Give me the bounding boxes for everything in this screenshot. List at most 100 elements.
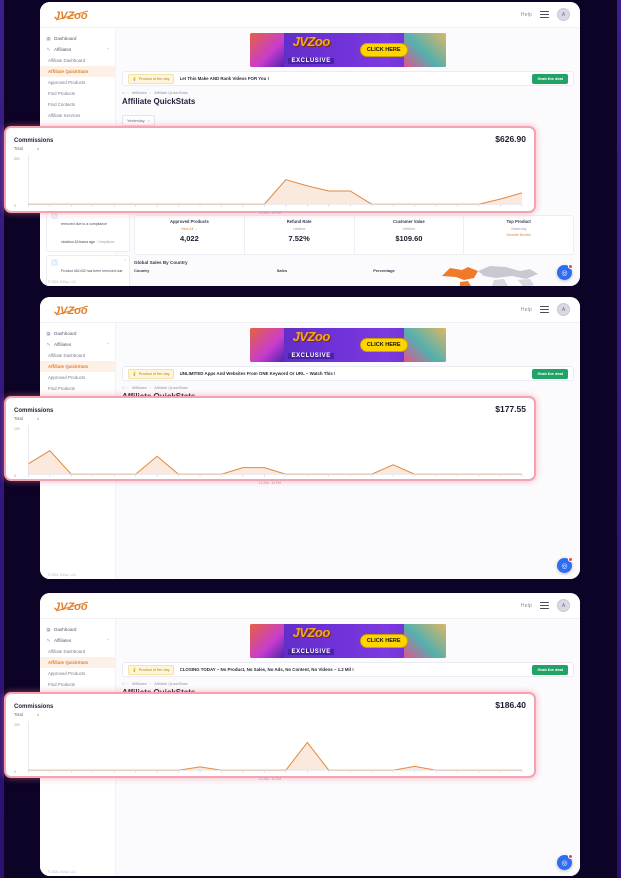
sidebar-item-approved-products[interactable]: Approved Products (48, 671, 86, 676)
grab-the-deal-button[interactable]: Grab the deal (532, 73, 568, 84)
home-icon[interactable]: ⌂ (122, 90, 125, 95)
close-icon[interactable]: × (123, 258, 126, 262)
breadcrumb-sep: › (149, 385, 152, 390)
help-link[interactable]: Help (520, 602, 532, 609)
avatar[interactable]: A (557, 8, 570, 21)
y-axis-bottom-label: 0 (14, 770, 16, 775)
breadcrumb-affiliates[interactable]: Affiliates (131, 681, 147, 686)
lightbulb-icon: 💡 (132, 372, 137, 376)
ad-logo-text: JVZoo (292, 328, 331, 344)
commissions-header: Commissions $186.40 (14, 700, 526, 710)
promo-strip: 💡 Product of the day UNLIMITED Apps And … (122, 366, 574, 381)
ad-banner-wrap: JVZoo EXCLUSIVE CLICK HERE (122, 624, 574, 658)
ad-banner[interactable]: JVZoo EXCLUSIVE CLICK HERE (250, 33, 446, 67)
sidebar-item-approved-products[interactable]: Approved Products (48, 375, 86, 380)
sidebar-item-affiliates[interactable]: ✎ Affiliates ⌃ (40, 339, 115, 350)
sidebar-item-affiliates[interactable]: ✎ Affiliates ⌃ (40, 635, 115, 646)
chart-plot[interactable] (14, 153, 526, 210)
chart-plot[interactable] (14, 719, 526, 776)
home-icon[interactable]: ⌂ (122, 681, 125, 686)
breadcrumb-quickstats: Affiliate QuickStats (154, 385, 188, 390)
home-icon[interactable]: ⌂ (122, 385, 125, 390)
x-axis-label: 12 AM - 11 PM (258, 777, 282, 782)
hamburger-icon[interactable] (540, 11, 549, 18)
help-link[interactable]: Help (520, 306, 532, 313)
sidebar-item-find-products[interactable]: Find Products (48, 386, 76, 391)
sidebar-item-find-products[interactable]: Find Products (48, 682, 76, 687)
sidebar-item-affiliate-quickstats[interactable]: Affiliate QuickStats (40, 657, 115, 668)
jvzoo-logo[interactable]: JVZoo (40, 303, 116, 317)
notification-item[interactable]: 📄 removed due to a compliance violation.1… (46, 208, 130, 252)
commissions-legend: Total ● (14, 712, 526, 717)
jvzoo-logo[interactable]: JVZoo (40, 599, 116, 613)
lightbulb-icon: 💡 (132, 77, 137, 81)
footer-note: © 2024 JVZoo, LLC (48, 280, 77, 284)
stat-label: Refund Rate (286, 219, 312, 224)
ad-cta-button[interactable]: CLICK HERE (359, 43, 408, 57)
sidebar-item-affiliate-dashboard[interactable]: Affiliate Dashboard (48, 649, 86, 654)
legend-label: Total (14, 146, 23, 151)
table-header: Country Sales Percentage (134, 268, 434, 273)
chat-fab-button[interactable]: ◎ (557, 557, 573, 573)
promo-tag-label: Product of the day (138, 667, 170, 672)
sidebar-item-affiliate-dashboard[interactable]: Affiliate Dashboard (48, 58, 86, 63)
y-axis-top-label: 200 (14, 723, 20, 727)
close-icon[interactable]: × (147, 118, 150, 123)
window-edge-right (617, 0, 621, 878)
chat-fab-button[interactable]: ◎ (557, 854, 573, 870)
grab-the-deal-button[interactable]: Grab the deal (532, 368, 568, 379)
tag-icon: ✎ (46, 637, 51, 643)
page-title: Affiliate QuickStats (122, 97, 196, 106)
top-product-name[interactable]: Woodle Bundle (506, 233, 531, 237)
legend-swatch: ● (36, 146, 40, 151)
help-link[interactable]: Help (520, 11, 532, 18)
stat-value: $109.60 (395, 233, 423, 243)
notification-text: Product #61432 has been removed due to a… (61, 269, 123, 273)
sidebar-item-dashboard[interactable]: ▦ Dashboard (40, 328, 115, 339)
sidebar-item-find-products[interactable]: Find Products (48, 91, 76, 96)
breadcrumb-affiliates[interactable]: Affiliates (131, 90, 147, 95)
tag-icon: ✎ (46, 46, 51, 52)
avatar[interactable]: A (557, 599, 570, 612)
breadcrumb-affiliates[interactable]: Affiliates (131, 385, 147, 390)
sidebar-item-find-contacts[interactable]: Find Contacts (48, 102, 76, 107)
legend-swatch: ● (36, 712, 40, 717)
filter-chip-yesterday[interactable]: Yesterday × (122, 115, 155, 126)
stat-period: Lifetime (402, 226, 416, 231)
commissions-chart: 200 0 12 AM - 11 PM (14, 719, 526, 781)
ad-cta-button[interactable]: CLICK HERE (359, 634, 408, 648)
ad-logo: JVZoo EXCLUSIVE (288, 328, 334, 362)
sidebar-item-affiliates[interactable]: ✎ Affiliates ⌃ (40, 44, 115, 55)
notification-item[interactable]: 📄Product #61432 has been removed due to … (46, 255, 130, 286)
sidebar-item-approved-products[interactable]: Approved Products (48, 80, 86, 85)
sidebar-item-affiliate-quickstats[interactable]: Affiliate QuickStats (40, 361, 115, 372)
ad-banner[interactable]: JVZoo EXCLUSIVE CLICK HERE (250, 624, 446, 658)
grab-the-deal-button[interactable]: Grab the deal (532, 664, 568, 675)
hamburger-icon[interactable] (540, 602, 549, 609)
commissions-amount: $186.40 (495, 700, 526, 710)
chat-fab-button[interactable]: ◎ (557, 264, 573, 280)
main-content: JVZoo EXCLUSIVE CLICK HERE 💡 Product of … (116, 619, 580, 876)
avatar[interactable]: A (557, 303, 570, 316)
hamburger-icon[interactable] (540, 306, 549, 313)
jvzoo-logo[interactable]: JVZoo (40, 8, 116, 22)
sidebar-item-dashboard[interactable]: ▦ Dashboard (40, 33, 115, 44)
chart-plot[interactable] (14, 423, 526, 480)
top-bar-actions: Help A (521, 8, 570, 21)
commissions-amount: $626.90 (495, 134, 526, 144)
stats-row: Approved Products View All → 4,022 Refun… (134, 215, 574, 255)
sidebar-item-label: Dashboard (54, 627, 77, 632)
ad-cta-button[interactable]: CLICK HERE (359, 338, 408, 352)
commissions-chart: 500 0 12 AM - 11 PM (14, 153, 526, 215)
ad-art-right (404, 328, 446, 362)
commissions-card: Commissions $186.40 Total ● 200 0 12 AM … (4, 692, 536, 781)
view-all-link[interactable]: View All → (180, 226, 198, 231)
sidebar-item-dashboard[interactable]: ▦ Dashboard (40, 624, 115, 635)
grid-icon: ▦ (46, 35, 51, 41)
ad-banner[interactable]: JVZoo EXCLUSIVE CLICK HERE (250, 328, 446, 362)
sidebar-item-affiliate-dashboard[interactable]: Affiliate Dashboard (48, 353, 86, 358)
sidebar-item-affiliate-quickstats[interactable]: Affiliate QuickStats (40, 66, 115, 77)
sidebar-item-affiliate-services[interactable]: Affiliate Services (48, 113, 81, 118)
close-icon[interactable]: × (123, 211, 126, 215)
ad-logo-text: JVZoo (292, 624, 331, 640)
